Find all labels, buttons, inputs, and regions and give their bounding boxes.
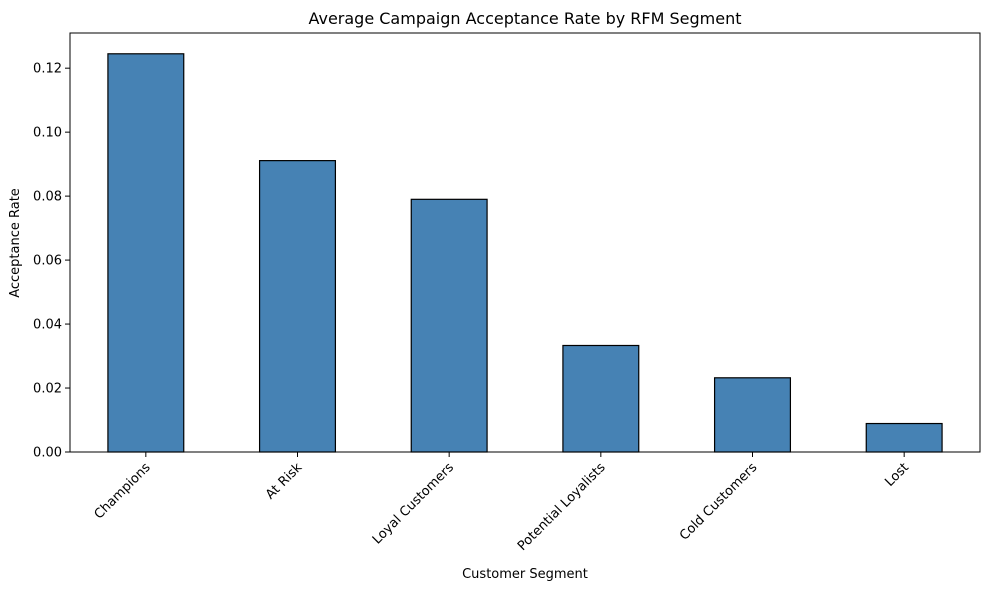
bar-champions [107, 53, 185, 453]
x-tick-label: Lost [882, 460, 912, 490]
bar-loyal-customers [410, 198, 488, 453]
bar-lost [865, 422, 943, 453]
y-axis-ticks: 0.00 0.02 0.04 0.06 0.08 0.10 0.12 [33, 62, 70, 461]
bar-potential-loyalists [562, 344, 640, 453]
plot-frame [69, 32, 981, 453]
y-axis-label: Acceptance Rate [8, 188, 23, 298]
chart-title: Average Campaign Acceptance Rate by RFM … [308, 9, 741, 28]
x-tick-label: Loyal Customers [370, 460, 457, 547]
y-tick-label: 0.10 [33, 126, 62, 141]
y-tick-label: 0.08 [33, 190, 62, 205]
plot-area: 0.00 0.02 0.04 0.06 0.08 0.10 0.12 Champions At… [33, 32, 981, 554]
x-axis-label: Customer Segment [462, 567, 588, 582]
y-tick-label: 0.04 [33, 318, 62, 333]
bar-cold-customers [713, 377, 792, 453]
x-tick-label: Potential Loyalists [515, 460, 609, 554]
y-tick-label: 0.02 [33, 382, 62, 397]
x-axis-ticks: Champions At Risk Loyal Customers Potential… [92, 452, 912, 554]
bars-layer [107, 53, 943, 453]
y-tick-label: 0.00 [33, 446, 62, 461]
y-tick-label: 0.06 [33, 254, 62, 269]
x-tick-label: At Risk [263, 460, 306, 503]
x-tick-label: Cold Customers [677, 460, 761, 544]
y-tick-label: 0.12 [33, 62, 62, 77]
x-tick-label: Champions [92, 460, 154, 522]
bar-at-risk [258, 160, 337, 453]
